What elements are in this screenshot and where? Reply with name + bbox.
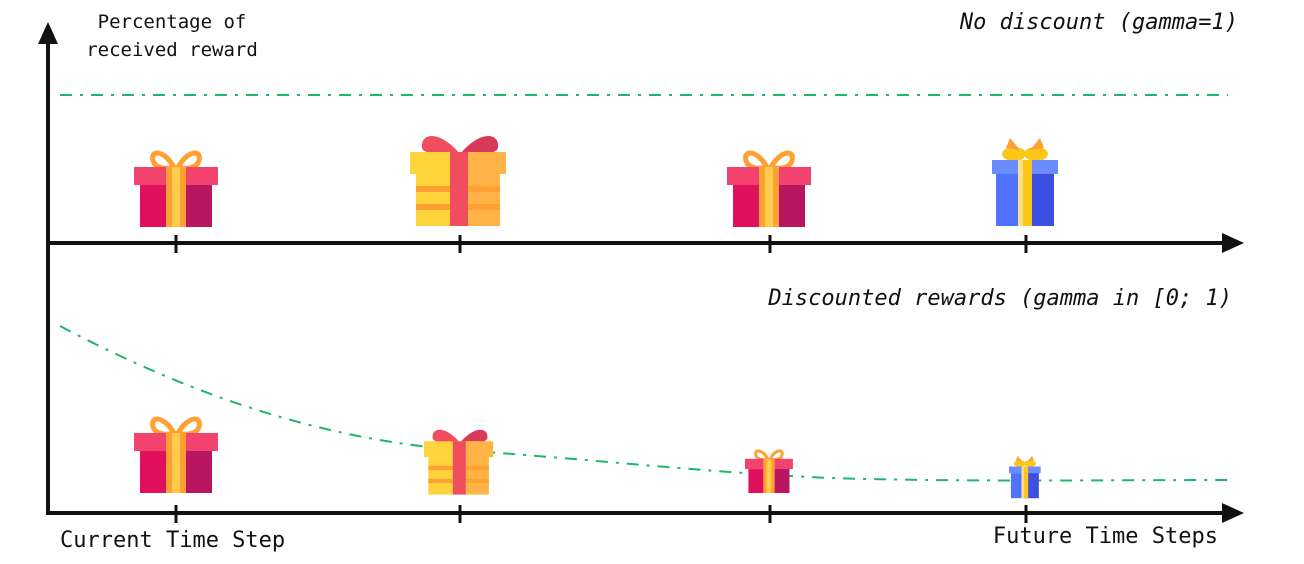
gift-icon xyxy=(424,429,494,495)
gift-icon xyxy=(410,135,506,226)
bottom-axis-ticks xyxy=(174,505,1028,523)
y-axis-arrowhead xyxy=(38,22,58,44)
y-axis-label-line1: Percentage of xyxy=(97,11,247,33)
discounted-title: Discounted rewards (gamma in [0; 1) xyxy=(768,286,1232,311)
y-axis-label: Percentage of received reward xyxy=(72,8,272,64)
gift-icon xyxy=(992,138,1058,226)
top-x-axis-arrowhead xyxy=(1222,233,1244,253)
y-axis-label-line2: received reward xyxy=(86,39,258,61)
bottom-x-axis-arrowhead xyxy=(1222,503,1244,523)
gift-icon xyxy=(727,153,811,227)
top-axis-ticks xyxy=(174,235,1028,253)
gift-icon xyxy=(134,153,218,227)
current-time-step-label: Current Time Step xyxy=(60,528,286,553)
gift-icon xyxy=(1009,455,1041,499)
no-discount-title: No discount (gamma=1) xyxy=(959,10,1238,35)
gift-icon xyxy=(743,449,795,495)
gift-icon xyxy=(134,419,218,493)
discount-curve xyxy=(59,325,1229,482)
future-time-steps-label: Future Time Steps xyxy=(992,524,1218,549)
